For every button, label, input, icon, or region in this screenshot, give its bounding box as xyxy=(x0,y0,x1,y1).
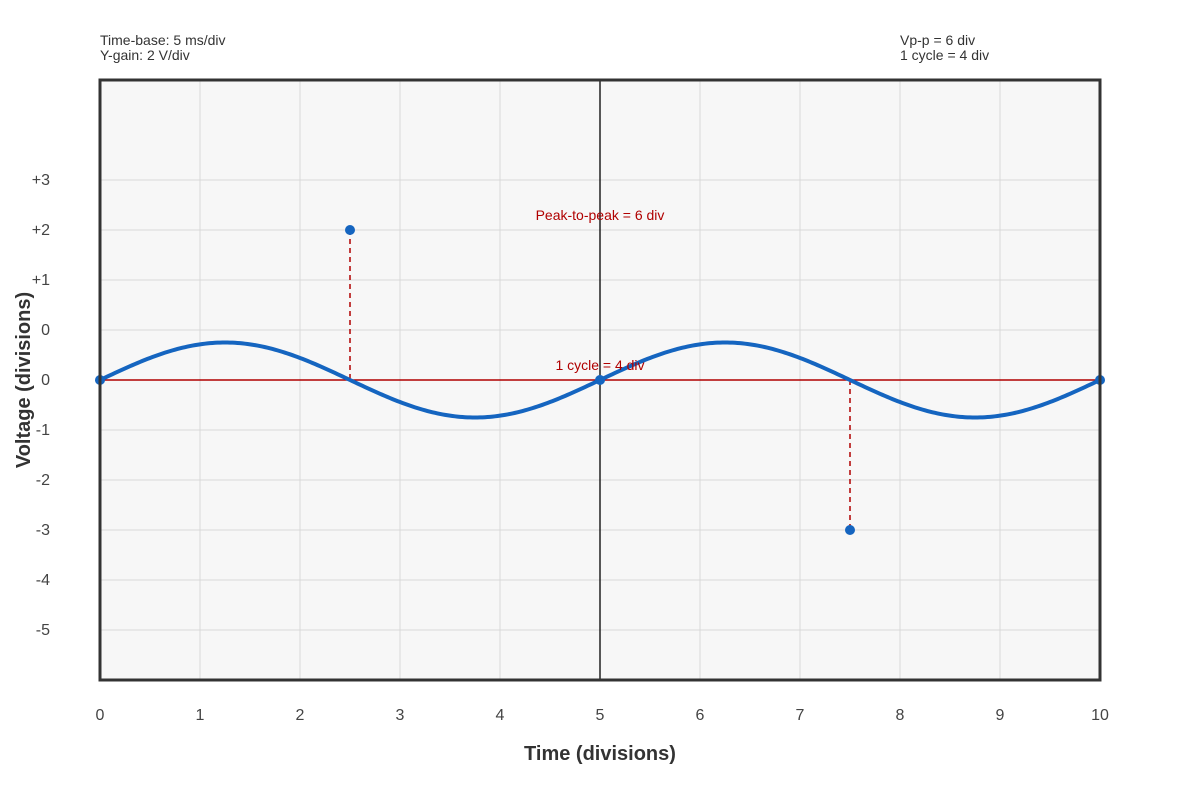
x-tick-label: 2 xyxy=(296,707,305,724)
x-axis-title: Time (divisions) xyxy=(524,743,676,765)
x-tick-labels: 0 1 2 3 4 5 6 7 8 9 10 xyxy=(96,707,1109,724)
y-tick-label: +1 xyxy=(32,272,50,289)
y-tick-label: -3 xyxy=(36,522,50,539)
x-tick-label: 5 xyxy=(596,707,605,724)
cycle-label: 1 cycle = 4 div xyxy=(900,47,989,63)
x-tick-label: 0 xyxy=(96,707,105,724)
vpp-label: Vp-p = 6 div xyxy=(900,32,975,48)
one-cycle-annotation: 1 cycle = 4 div xyxy=(555,357,644,373)
peak-to-peak-annotation: Peak-to-peak = 6 div xyxy=(536,207,665,223)
x-tick-label: 4 xyxy=(496,707,505,724)
data-point-marker xyxy=(845,525,855,535)
y-tick-labels: +3 +2 +1 0 0 -1 -2 -3 -4 -5 xyxy=(32,172,50,639)
y-tick-label: +3 xyxy=(32,172,50,189)
x-tick-label: 6 xyxy=(696,707,705,724)
y-axis-title: Voltage (divisions) xyxy=(13,292,35,468)
y-tick-label: +2 xyxy=(32,222,50,239)
reference-lines xyxy=(349,230,851,530)
y-tick-label: 0 xyxy=(41,372,50,389)
y-tick-label: -5 xyxy=(36,622,50,639)
y-tick-label: -4 xyxy=(36,572,50,589)
x-tick-label: 1 xyxy=(196,707,205,724)
x-tick-label: 8 xyxy=(896,707,905,724)
plot-frame xyxy=(98,78,1102,682)
x-tick-label: 7 xyxy=(796,707,805,724)
y-tick-label: -2 xyxy=(36,472,50,489)
data-point-marker xyxy=(345,225,355,235)
y-tick-label: -1 xyxy=(36,422,50,439)
marker-group xyxy=(95,225,1105,535)
x-tick-label: 9 xyxy=(996,707,1005,724)
x-tick-label: 10 xyxy=(1091,707,1109,724)
time-base-label: Time-base: 5 ms/div xyxy=(100,32,226,48)
y-tick-label: 0 xyxy=(41,322,50,339)
x-tick-label: 3 xyxy=(396,707,405,724)
data-point-marker xyxy=(595,375,605,385)
y-gain-label: Y-gain: 2 V/div xyxy=(100,47,190,63)
